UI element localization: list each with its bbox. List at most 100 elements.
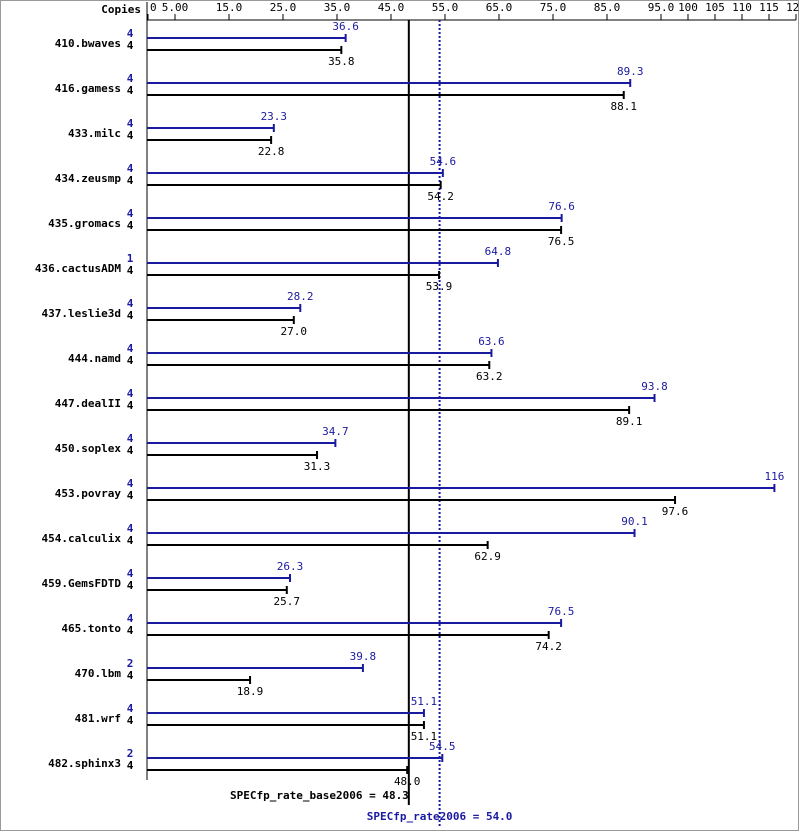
x-tick-label: 15.0 [216, 1, 243, 14]
value-label: 93.8 [641, 380, 668, 393]
copies-label: 4 [127, 567, 134, 580]
value-label: 48.0 [394, 775, 421, 788]
value-label: 64.8 [485, 245, 512, 258]
value-label: 23.3 [261, 110, 288, 123]
x-tick-label: 95.0 [648, 1, 675, 14]
copies-label: 4 [127, 129, 134, 142]
value-label: 63.2 [476, 370, 503, 383]
value-label: 34.7 [322, 425, 349, 438]
copies-label: 4 [127, 354, 134, 367]
value-label: 54.2 [427, 190, 454, 203]
value-label: 51.1 [411, 695, 438, 708]
value-label: 62.9 [474, 550, 501, 563]
value-label: 51.1 [411, 730, 438, 743]
copies-label: 4 [127, 174, 134, 187]
benchmark-label: 454.calculix [42, 532, 122, 545]
copies-label: 4 [127, 534, 134, 547]
value-label: 31.3 [304, 460, 331, 473]
copies-label: 4 [127, 489, 134, 502]
copies-header: Copies [101, 3, 141, 16]
value-label: 76.6 [548, 200, 575, 213]
x-tick-label: 115 [759, 1, 779, 14]
benchmark-label: 450.soplex [55, 442, 122, 455]
x-tick-label: 105 [705, 1, 725, 14]
copies-label: 4 [127, 702, 134, 715]
value-label: 27.0 [281, 325, 308, 338]
copies-label: 1 [127, 252, 134, 265]
copies-label: 4 [127, 72, 134, 85]
value-label: 88.1 [610, 100, 637, 113]
x-tick-label: 55.0 [432, 1, 459, 14]
value-label: 22.8 [258, 145, 285, 158]
value-label: 54.5 [429, 740, 456, 753]
value-label: 28.2 [287, 290, 314, 303]
x-tick-label: 100 [678, 1, 698, 14]
value-label: 26.3 [277, 560, 304, 573]
value-label: 90.1 [621, 515, 648, 528]
copies-label: 4 [127, 444, 134, 457]
copies-label: 4 [127, 477, 134, 490]
value-label: 74.2 [535, 640, 562, 653]
value-label: 25.7 [274, 595, 301, 608]
copies-label: 4 [127, 399, 134, 412]
copies-label: 2 [127, 657, 134, 670]
value-label: 35.8 [328, 55, 355, 68]
benchmark-label: 434.zeusmp [55, 172, 122, 185]
copies-label: 4 [127, 387, 134, 400]
value-label: 18.9 [237, 685, 264, 698]
benchmark-label: 447.dealII [55, 397, 121, 410]
copies-label: 4 [127, 162, 134, 175]
copies-label: 4 [127, 264, 134, 277]
copies-label: 4 [127, 297, 134, 310]
benchmark-label: 416.gamess [55, 82, 121, 95]
copies-label: 4 [127, 759, 134, 772]
benchmark-label: 435.gromacs [48, 217, 121, 230]
copies-label: 4 [127, 612, 134, 625]
value-label: 76.5 [548, 605, 575, 618]
x-tick-label: 45.0 [378, 1, 405, 14]
x-tick-label: 120 [786, 1, 799, 14]
x-tick-label: 75.0 [540, 1, 567, 14]
copies-label: 4 [127, 432, 134, 445]
copies-label: 4 [127, 219, 134, 232]
x-tick-label: 85.0 [594, 1, 621, 14]
copies-label: 4 [127, 207, 134, 220]
benchmark-label: 470.lbm [75, 667, 122, 680]
x-tick-label: 5.00 [162, 1, 189, 14]
benchmark-label: 444.namd [68, 352, 121, 365]
copies-label: 4 [127, 84, 134, 97]
copies-label: 4 [127, 309, 134, 322]
value-label: 36.6 [332, 20, 359, 33]
x-tick-label: 65.0 [486, 1, 513, 14]
copies-label: 4 [127, 27, 134, 40]
base-metric-label: SPECfp_rate_base2006 = 48.3 [230, 789, 409, 802]
copies-label: 4 [127, 669, 134, 682]
value-label: 76.5 [548, 235, 575, 248]
copies-label: 4 [127, 579, 134, 592]
copies-label: 4 [127, 714, 134, 727]
value-label: 89.1 [616, 415, 643, 428]
copies-label: 4 [127, 39, 134, 52]
value-label: 116 [764, 470, 784, 483]
value-label: 53.9 [426, 280, 453, 293]
value-label: 39.8 [350, 650, 377, 663]
value-label: 89.3 [617, 65, 644, 78]
benchmark-label: 481.wrf [75, 712, 121, 725]
benchmark-label: 410.bwaves [55, 37, 121, 50]
benchmark-label: 465.tonto [61, 622, 121, 635]
x-tick-label: 110 [732, 1, 752, 14]
x-tick-label: 0 [150, 1, 157, 14]
peak-metric-label: SPECfp_rate2006 = 54.0 [367, 810, 513, 823]
copies-label: 4 [127, 624, 134, 637]
benchmark-label: 436.cactusADM [35, 262, 121, 275]
copies-label: 4 [127, 522, 134, 535]
value-label: 54.6 [430, 155, 457, 168]
value-label: 97.6 [662, 505, 689, 518]
benchmark-label: 459.GemsFDTD [42, 577, 122, 590]
copies-label: 4 [127, 117, 134, 130]
x-tick-label: 35.0 [324, 1, 351, 14]
copies-label: 4 [127, 342, 134, 355]
benchmark-label: 453.povray [55, 487, 122, 500]
